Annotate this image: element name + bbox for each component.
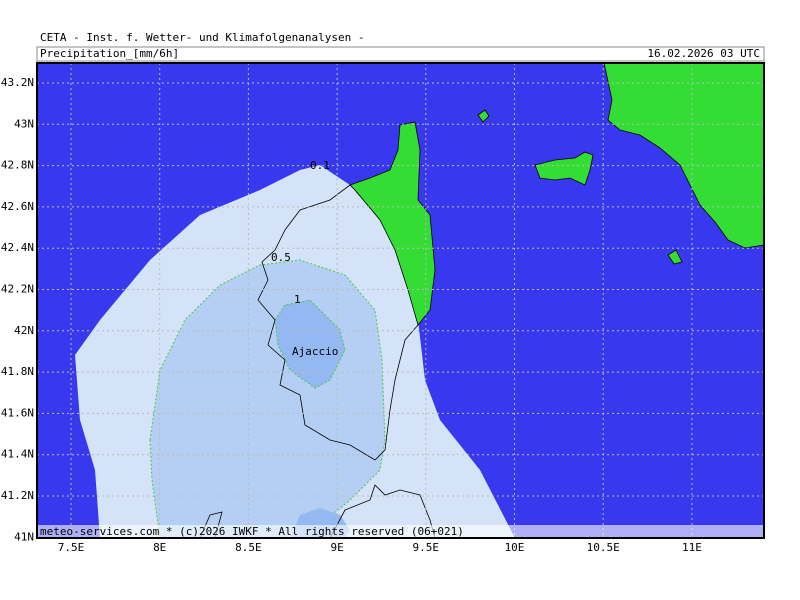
lon-label: 9E [330,541,343,554]
lat-label: 41.4N [1,448,34,461]
lat-label: 42.2N [1,283,34,296]
lat-label: 43N [14,117,34,130]
lat-label: 41N [14,530,34,543]
footer-band [37,525,764,538]
title-bar [36,46,765,62]
land-island [477,109,490,123]
lon-label: 8E [153,541,166,554]
source-text: CETA - Inst. f. Wetter- und Klimafolgena… [40,31,365,44]
lon-label: 8.5E [235,541,262,554]
lat-label: 41.8N [1,365,34,378]
lat-label: 42.8N [1,159,34,172]
valid-time: 16.02.2026 03 UTC [647,47,760,60]
land-cape-corse [349,121,436,326]
lon-label: 10E [505,541,525,554]
coastline-sardinia [329,484,436,539]
lat-label: 41.6N [1,406,34,419]
lon-label: 10.5E [587,541,620,554]
map-title: Precipitation_[mm/6h] [40,47,179,60]
lat-label: 41.2N [1,489,34,502]
place-label: Ajaccio [292,345,338,358]
lon-label: 7.5E [58,541,85,554]
land-elba [534,151,594,186]
lat-label: 42.6N [1,200,34,213]
footer: meteo-services.com * (c)2026 IWKF * All … [40,525,464,538]
contour-label: 1 [294,293,301,306]
lon-label: 11E [682,541,702,554]
contour-label: 0.1 [310,159,330,172]
land-island [667,249,683,265]
lat-label: 42.4N [1,241,34,254]
lon-label: 9.5E [413,541,440,554]
land-italy [603,62,765,249]
map: 0.1 0.5 1 Ajaccio meteo-services.com * (… [36,62,765,539]
contour-label: 0.5 [271,251,291,264]
lat-label: 42N [14,324,34,337]
lat-label: 43.2N [1,76,34,89]
precip-1 [274,299,346,389]
map-frame [36,62,765,539]
